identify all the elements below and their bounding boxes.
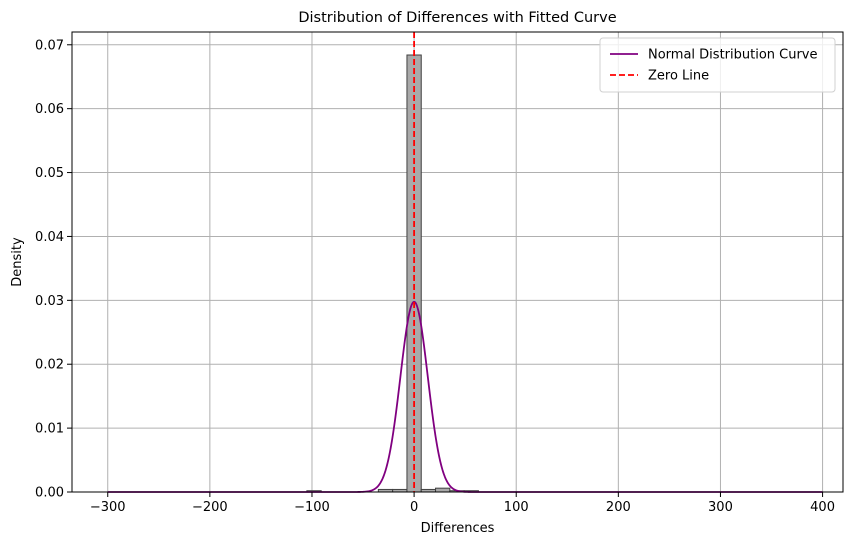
x-tick-label: −100 (294, 500, 330, 515)
histogram-bar (406, 54, 422, 493)
y-tick-label: 0.00 (35, 486, 64, 501)
x-tick-label: 100 (504, 500, 529, 515)
chart-title: Distribution of Differences with Fitted … (298, 10, 616, 26)
y-tick-label: 0.06 (35, 102, 64, 117)
y-axis-label: Density (10, 237, 25, 287)
y-tick-label: 0.01 (35, 422, 64, 437)
x-tick-label: −300 (90, 500, 126, 515)
y-tick-label: 0.03 (35, 294, 64, 309)
axis-ticks: −300 −200 −100 0 100 200 300 400 0.00 0.01 0.02 0.0… (35, 38, 835, 515)
x-tick-label: 0 (410, 500, 418, 515)
legend: Normal Distribution Curve Zero Line (599, 37, 836, 93)
legend-label-zero-line: Zero Line (648, 69, 709, 84)
x-axis-label: Differences (421, 521, 495, 536)
y-tick-label: 0.04 (35, 230, 64, 245)
y-tick-label: 0.05 (35, 166, 64, 181)
x-tick-label: 200 (606, 500, 631, 515)
y-tick-label: 0.07 (35, 38, 64, 53)
x-tick-label: 300 (708, 500, 733, 515)
legend-box (599, 37, 836, 93)
x-tick-label: 400 (810, 500, 835, 515)
x-tick-label: −200 (192, 500, 228, 515)
y-tick-label: 0.02 (35, 358, 64, 373)
plot-frame (71, 31, 844, 493)
histogram-bar (435, 487, 451, 493)
legend-label-normal-curve: Normal Distribution Curve (648, 48, 818, 63)
